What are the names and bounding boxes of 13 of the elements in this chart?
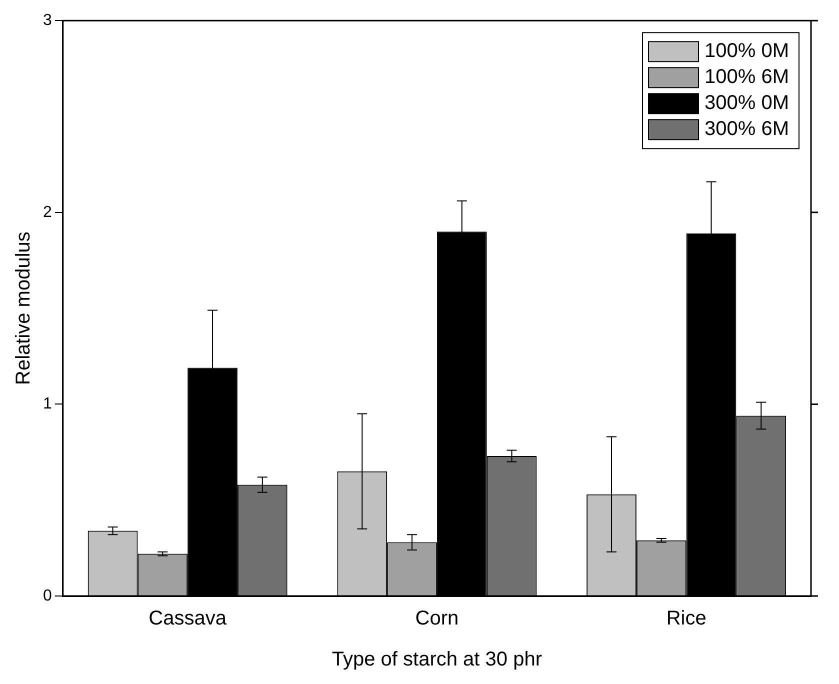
legend-label: 300% 6M bbox=[704, 118, 790, 140]
x-tick-label: Rice bbox=[666, 608, 706, 630]
legend-label: 100% 6M bbox=[704, 66, 790, 88]
y-tick-label: 3 bbox=[42, 12, 52, 30]
y-tick-label: 1 bbox=[42, 396, 52, 413]
x-axis-title: Type of starch at 30 phr bbox=[332, 648, 542, 671]
x-tick-label: Cassava bbox=[148, 608, 228, 630]
x-tick-label: Corn bbox=[415, 608, 459, 630]
y-tick-label: 2 bbox=[42, 204, 52, 221]
legend-label: 100% 0M bbox=[704, 40, 790, 62]
y-axis-title: Relative modulus bbox=[12, 232, 35, 386]
y-tick-label: 0 bbox=[42, 587, 52, 604]
legend-label: 300% 0M bbox=[704, 92, 790, 114]
